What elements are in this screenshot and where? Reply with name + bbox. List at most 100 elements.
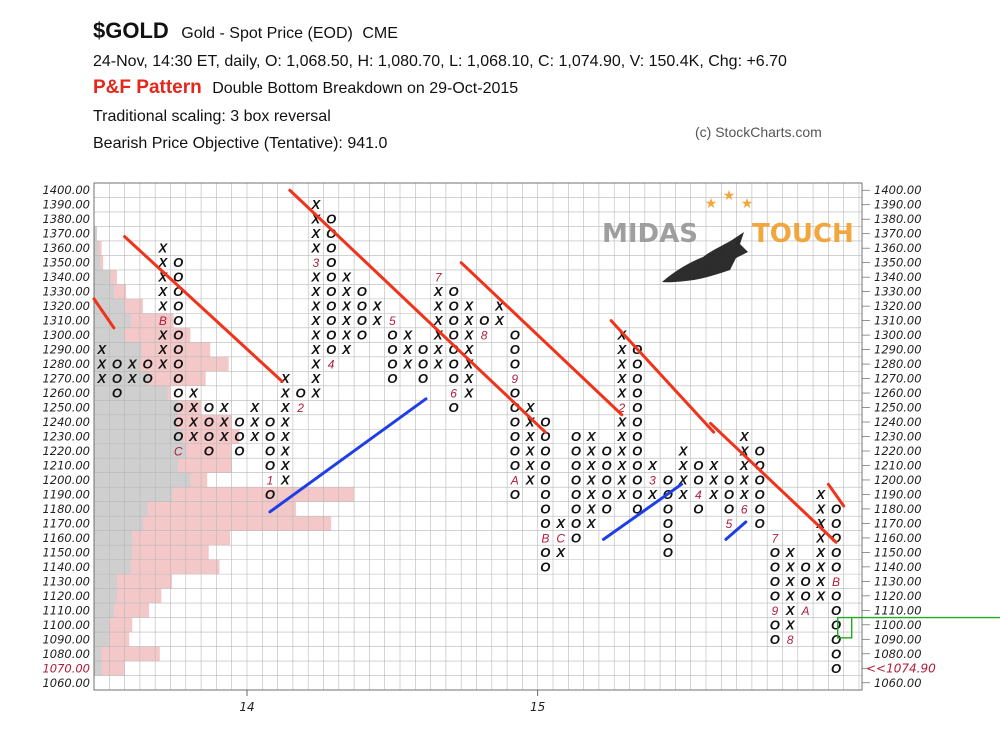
star-icon: ★ [723,188,736,204]
x-mark: X [280,415,291,430]
volume-bar-gray [94,661,102,676]
o-mark: O [800,574,810,589]
y-tick-label-right: 1080.00 [874,647,922,661]
o-mark: O [448,328,458,343]
o-mark: O [112,371,122,386]
x-mark: X [708,472,719,487]
x-mark: X [525,472,536,487]
y-tick-label-left: 1230.00 [42,430,90,444]
x-mark: X [372,299,383,314]
pattern-row: P&F Pattern Double Bottom Breakdown on 2… [93,77,518,99]
month-marker: 3 [649,473,656,487]
y-tick-label-right: 1270.00 [874,372,922,386]
o-mark: O [510,458,520,473]
o-mark: O [142,371,152,386]
o-mark: O [387,342,397,357]
y-tick-label-right: 1120.00 [874,589,922,603]
o-mark: O [540,501,550,516]
y-tick-label-right: 1330.00 [874,285,922,299]
x-mark: X [678,472,689,487]
y-tick-label-right: 1130.00 [874,574,922,588]
y-tick-label-left: 1190.00 [42,487,90,501]
x-mark: X [815,545,826,560]
grid [93,182,863,691]
o-mark: O [663,545,673,560]
x-mark: X [158,342,169,357]
x-mark: X [586,487,597,502]
x-mark: X [188,429,199,444]
month-marker: 5 [389,314,396,328]
star-icon: ★ [705,196,718,212]
y-tick-label-right: 1340.00 [874,270,922,284]
x-mark: X [219,429,230,444]
x-mark: X [464,313,475,328]
x-mark: X [341,284,352,299]
x-mark: X [280,443,291,458]
x-mark: X [341,342,352,357]
y-tick-label-left: 1320.00 [42,299,90,313]
x-mark: X [678,487,689,502]
x-mark: X [311,241,322,256]
o-mark: O [540,487,550,502]
volume-bar-gray [94,371,150,386]
o-mark: O [571,530,581,545]
x-mark: X [311,357,322,372]
x-mark: X [739,472,750,487]
x-mark: X [617,342,628,357]
x-mark: X [617,357,628,372]
o-mark: O [831,632,841,647]
x-mark: X [785,588,796,603]
o-mark: O [326,342,336,357]
volume-bar-gray [94,472,191,488]
o-mark: O [571,443,581,458]
volume-bar-pink [94,646,160,662]
x-mark: X [815,530,826,545]
volume-bar-gray [94,646,102,662]
o-mark: O [265,415,275,430]
y-tick-label-right: 1180.00 [874,502,922,516]
watermark-right: TOUCH [752,219,854,249]
star-icon: ★ [741,196,754,212]
o-mark: O [510,400,520,415]
volume-bar-gray [94,516,143,531]
y-tick-label-right: 1250.00 [874,401,922,415]
o-mark: O [601,443,611,458]
y-tick-label-right: 1090.00 [874,632,922,646]
x-mark: X [617,458,628,473]
volume-bar-gray [94,269,111,285]
o-mark: O [357,313,367,328]
resistance-line [92,297,116,330]
y-tick-label-left: 1330.00 [42,285,90,299]
o-mark: O [357,299,367,314]
o-mark: O [754,458,764,473]
o-mark: O [204,429,214,444]
x-mark: X [785,545,796,560]
y-tick-label-right: 1400.00 [874,183,922,197]
y-tick-label-left: 1270.00 [42,372,90,386]
x-mark: X [402,357,413,372]
o-mark: O [632,386,642,401]
x-mark: X [341,299,352,314]
x-mark: X [708,458,719,473]
y-tick-label-left: 1340.00 [42,270,90,284]
o-mark: O [112,386,122,401]
x-mark: X [402,328,413,343]
volume-bar-gray [94,487,173,502]
o-mark: O [540,559,550,574]
x-mark: X [158,255,169,270]
description: Gold - Spot Price (EOD) [181,25,353,42]
o-mark: O [510,386,520,401]
month-marker: 9 [772,604,779,618]
o-mark: O [724,472,734,487]
o-mark: O [540,415,550,430]
o-mark: O [540,472,550,487]
y-tick-label-right: 1310.00 [874,314,922,328]
x-mark: X [525,400,536,415]
o-mark: O [173,313,183,328]
volume-bar-gray [94,284,114,299]
y-tick-label-left: 1310.00 [42,314,90,328]
x-mark: X [464,342,475,357]
o-mark: O [234,443,244,458]
y-tick-label-right: 1060.00 [874,676,922,690]
x-mark: X [127,357,138,372]
